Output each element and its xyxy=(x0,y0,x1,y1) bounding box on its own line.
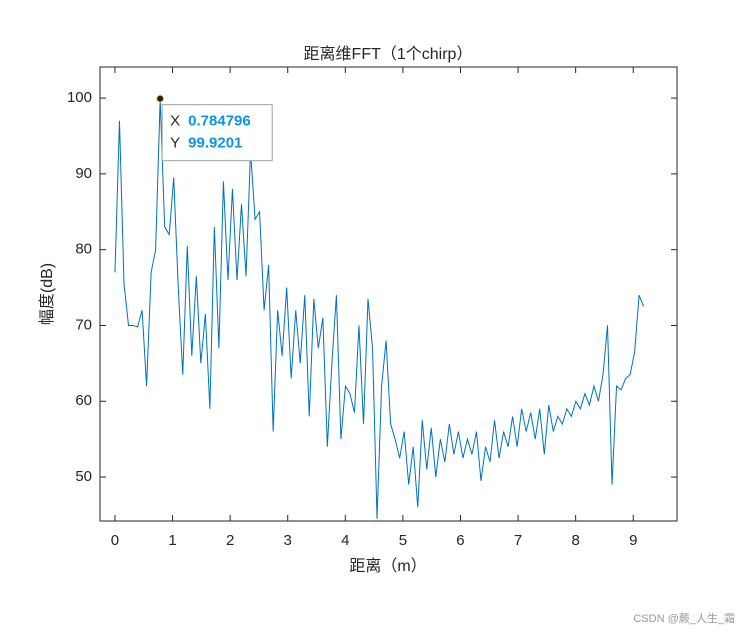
x-tick-label: 9 xyxy=(629,532,637,549)
datatip-box xyxy=(161,104,273,162)
data-line xyxy=(114,98,645,519)
x-axis-label: 距离（m） xyxy=(349,557,426,575)
watermark: CSDN @蕨_人生_霜 xyxy=(633,611,735,625)
chart-title: 距离维FFT（1个chirp） xyxy=(304,45,473,63)
y-tick-label: 60 xyxy=(75,392,92,409)
datatip-x-value: 0.784796 xyxy=(188,113,251,130)
datatip-x-name: X xyxy=(170,113,180,130)
y-tick-label: 80 xyxy=(75,241,92,258)
x-tick-label: 5 xyxy=(399,532,407,549)
x-tick-label: 0 xyxy=(111,532,119,549)
datatip-marker xyxy=(156,94,165,103)
datatip: X 0.784796 Y 99.9201 xyxy=(161,104,273,162)
datatip-y-name: Y xyxy=(170,135,180,152)
x-tick-label: 6 xyxy=(456,532,464,549)
y-tick-label: 90 xyxy=(75,165,92,182)
x-tick-label: 8 xyxy=(571,532,579,549)
x-tick-label: 3 xyxy=(284,532,292,549)
y-tick-label: 100 xyxy=(67,89,92,106)
x-tick-label: 7 xyxy=(514,532,522,549)
datatip-y-value: 99.9201 xyxy=(188,135,242,152)
x-tick-label: 2 xyxy=(226,532,234,549)
x-tick-label: 4 xyxy=(341,532,349,549)
y-tick-label: 70 xyxy=(75,316,92,333)
y-tick-label: 50 xyxy=(75,468,92,485)
x-tick-label: 1 xyxy=(168,532,176,549)
y-axis-label: 幅度(dB) xyxy=(38,263,56,325)
